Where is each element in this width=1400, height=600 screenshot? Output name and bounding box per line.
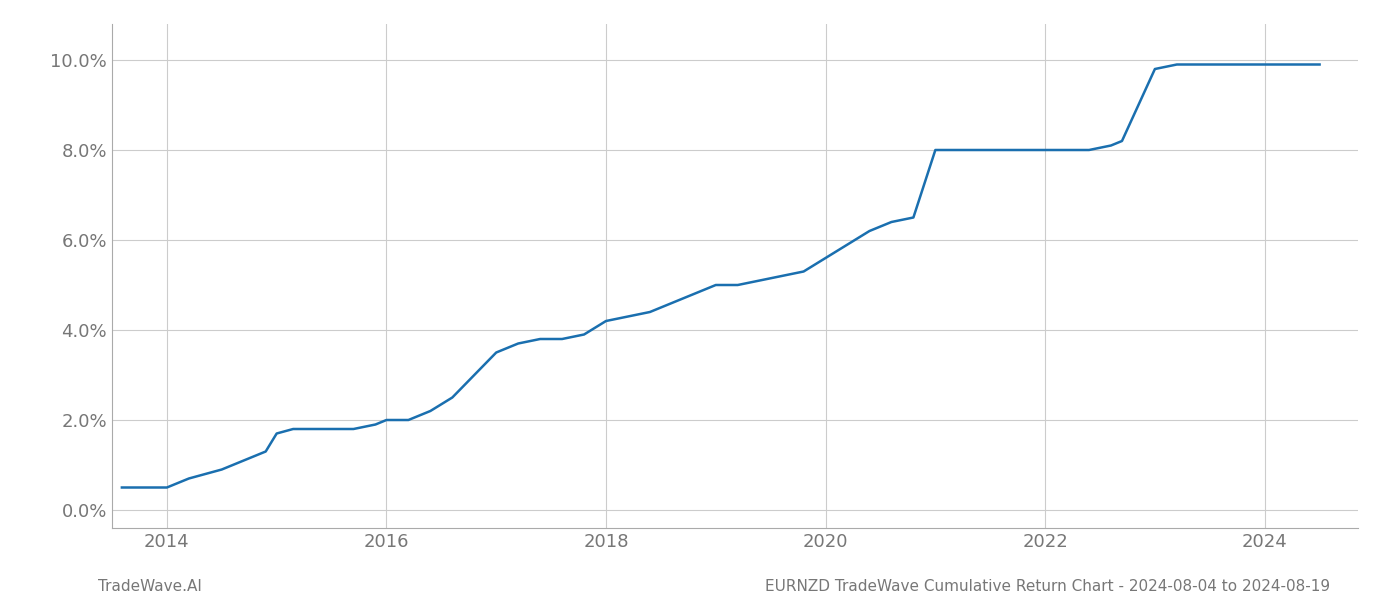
Text: EURNZD TradeWave Cumulative Return Chart - 2024-08-04 to 2024-08-19: EURNZD TradeWave Cumulative Return Chart…: [764, 579, 1330, 594]
Text: TradeWave.AI: TradeWave.AI: [98, 579, 202, 594]
